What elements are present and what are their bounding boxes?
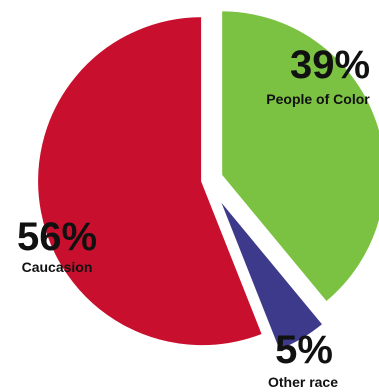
- pie-slice-caucasion: [36, 15, 265, 348]
- pie-slices: [36, 9, 379, 352]
- pie-slice-people-of-color: [220, 9, 379, 304]
- slice-label-people-of-color: People of Color: [266, 91, 370, 107]
- pie-slice-other-race: [217, 196, 325, 352]
- slice-value-label-other-race: 5%: [275, 328, 333, 372]
- slice-value-label-caucasion: 56%: [17, 215, 97, 259]
- slice-label-caucasion: Caucasion: [22, 259, 93, 275]
- slice-label-other-race: Other race: [268, 374, 338, 390]
- slice-value-label-people-of-color: 39%: [290, 43, 370, 87]
